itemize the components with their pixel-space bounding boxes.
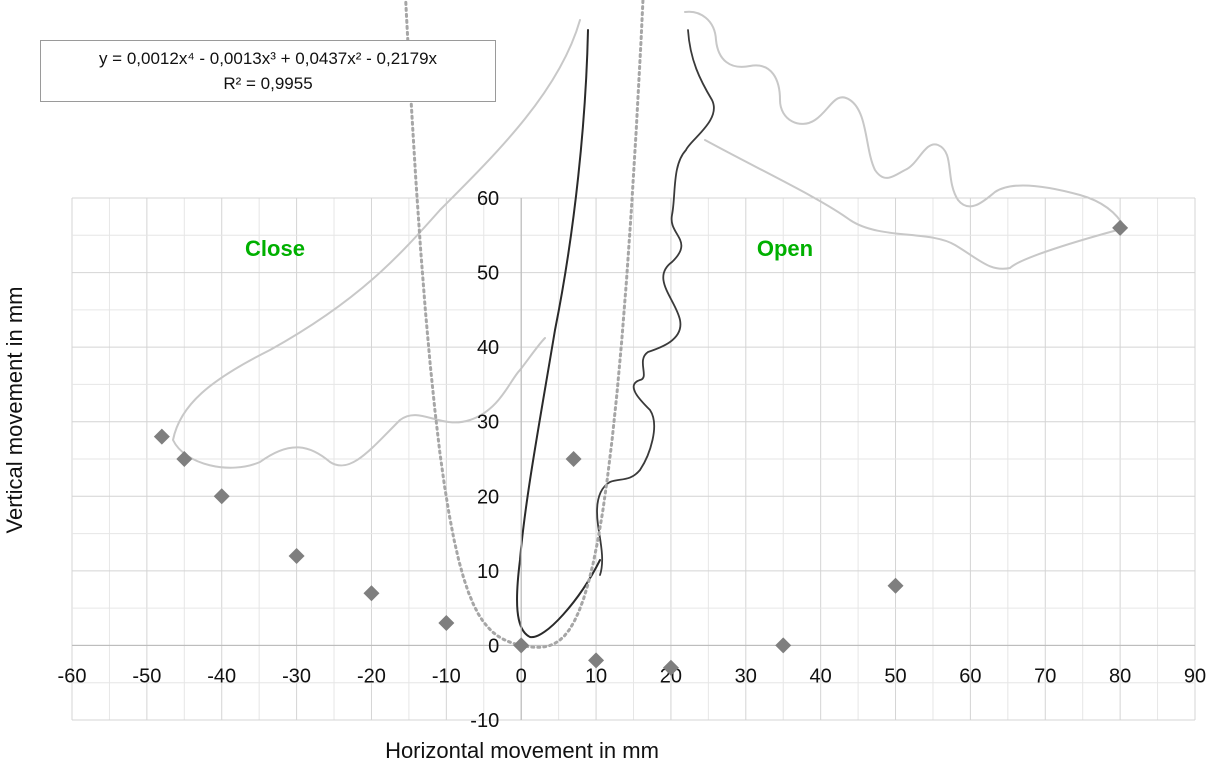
data-point-diamond	[438, 615, 455, 632]
y-tick-label: 20	[477, 486, 499, 508]
data-point-diamond	[887, 577, 904, 594]
data-point-diamond	[288, 547, 305, 564]
y-tick-label: 10	[477, 561, 499, 583]
trendline-curve	[404, 0, 645, 649]
data-point-diamond	[513, 637, 530, 654]
x-tick-label: 20	[660, 665, 682, 687]
x-axis-title: Horizontal movement in mm	[385, 738, 659, 763]
data-point-diamond	[775, 637, 792, 654]
x-tick-label: 90	[1184, 665, 1206, 687]
annotation-open: Open	[757, 236, 813, 261]
x-tick-label: -10	[432, 665, 461, 687]
data-point-diamond	[588, 652, 605, 669]
x-tick-label: 30	[735, 665, 757, 687]
annotation-close: Close	[245, 236, 305, 261]
foot-sketch-overlay	[172, 10, 1126, 639]
axes: -60 -50 -40 -30 -20 -10 0 10 20 30 40 50 60 70 80 90 -10…	[58, 188, 1207, 732]
y-tick-label: 60	[477, 188, 499, 210]
x-tick-label: 40	[810, 665, 832, 687]
x-tick-label: 80	[1109, 665, 1131, 687]
trendline-equation: y = 0,0012x⁴ - 0,0013x³ + 0,0437x² - 0,2…	[98, 49, 438, 68]
data-point-diamond	[662, 659, 679, 676]
data-point-diamond	[213, 488, 230, 505]
trendline	[404, 0, 645, 649]
x-tick-label: 0	[516, 665, 527, 687]
x-tick-label: 50	[884, 665, 906, 687]
data-point-diamond	[176, 451, 193, 467]
y-tick-label: 30	[477, 412, 499, 434]
y-tick-label: 40	[477, 337, 499, 359]
data-points	[153, 219, 1129, 676]
y-tick-label: 0	[488, 635, 499, 657]
x-tick-label: 60	[959, 665, 981, 687]
x-tick-label: -50	[132, 665, 161, 687]
sketch-close-outline	[172, 19, 581, 469]
data-point-diamond	[363, 585, 380, 602]
x-tick-label: -40	[207, 665, 236, 687]
trendline-equation-box: y = 0,0012x⁴ - 0,0013x³ + 0,0437x² - 0,2…	[40, 40, 496, 102]
y-tick-label: -10	[470, 710, 499, 732]
sketch-center-profile	[516, 29, 601, 639]
x-tick-label: -60	[58, 665, 87, 687]
grid	[71, 197, 1196, 721]
data-point-diamond	[565, 451, 582, 467]
x-tick-label: -20	[357, 665, 386, 687]
trendline-r-squared: R² = 0,9955	[223, 74, 313, 93]
y-tick-label: 50	[477, 263, 499, 285]
sketch-open-outline	[684, 10, 1126, 270]
sketch-open-wavy-profile	[596, 29, 715, 576]
y-axis-title: Vertical movement in mm	[2, 287, 27, 534]
x-tick-label: 70	[1034, 665, 1056, 687]
x-tick-label: 10	[585, 665, 607, 687]
x-tick-label: -30	[282, 665, 311, 687]
data-point-diamond	[153, 428, 170, 445]
data-point-diamond	[1112, 219, 1129, 236]
